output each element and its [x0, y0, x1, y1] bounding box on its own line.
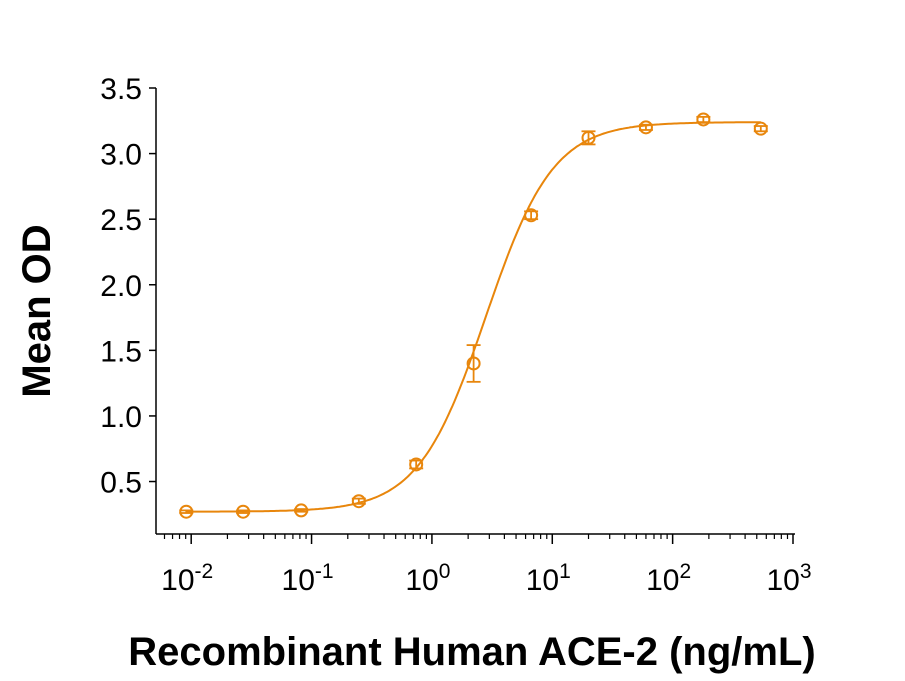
data-point — [581, 130, 596, 146]
y-tick-label: 1.5 — [100, 335, 142, 368]
data-point — [236, 504, 251, 519]
data-point — [409, 457, 424, 472]
data-point — [753, 121, 768, 136]
data-point — [351, 494, 366, 509]
fit-curve — [186, 121, 761, 513]
data-point — [638, 120, 653, 135]
marker-circle — [409, 457, 424, 472]
marker-circle — [236, 504, 251, 519]
data-point — [466, 344, 481, 383]
data-point — [696, 112, 711, 127]
x-tick-label: 102 — [646, 560, 691, 597]
x-tick-label: 10-2 — [161, 560, 213, 597]
marker-circle — [466, 356, 481, 371]
x-tick-label: 10-1 — [282, 560, 334, 597]
axes: 0.5 1.0 1.5 2.0 2.5 3.0 3.5 10-2 10-1 100 101 102 10… — [100, 73, 811, 597]
data-point — [294, 503, 309, 518]
data-point — [524, 208, 539, 223]
x-tick-label: 100 — [405, 560, 450, 597]
marker-circle — [351, 494, 366, 509]
data-point — [179, 504, 194, 519]
marker-circle — [581, 130, 596, 145]
marker-circle — [638, 120, 653, 135]
fit-curve-group — [186, 121, 761, 513]
marker-circle — [696, 112, 711, 127]
marker-circle — [179, 504, 194, 519]
data-points — [179, 112, 768, 519]
y-tick-label: 2.5 — [100, 204, 142, 237]
y-tick-label: 3.0 — [100, 139, 142, 172]
x-axis-title: Recombinant Human ACE-2 (ng/mL) — [128, 630, 815, 674]
y-tick-label: 3.5 — [100, 73, 142, 106]
marker-circle — [753, 121, 768, 136]
marker-circle — [294, 503, 309, 518]
x-tick-label: 103 — [766, 560, 811, 597]
y-tick-label: 1.0 — [100, 401, 142, 434]
x-tick-label: 101 — [526, 560, 571, 597]
marker-circle — [524, 208, 539, 223]
y-tick-label: 0.5 — [100, 467, 142, 500]
y-tick-label: 2.0 — [100, 270, 142, 303]
y-axis-title: Mean OD — [15, 224, 59, 397]
